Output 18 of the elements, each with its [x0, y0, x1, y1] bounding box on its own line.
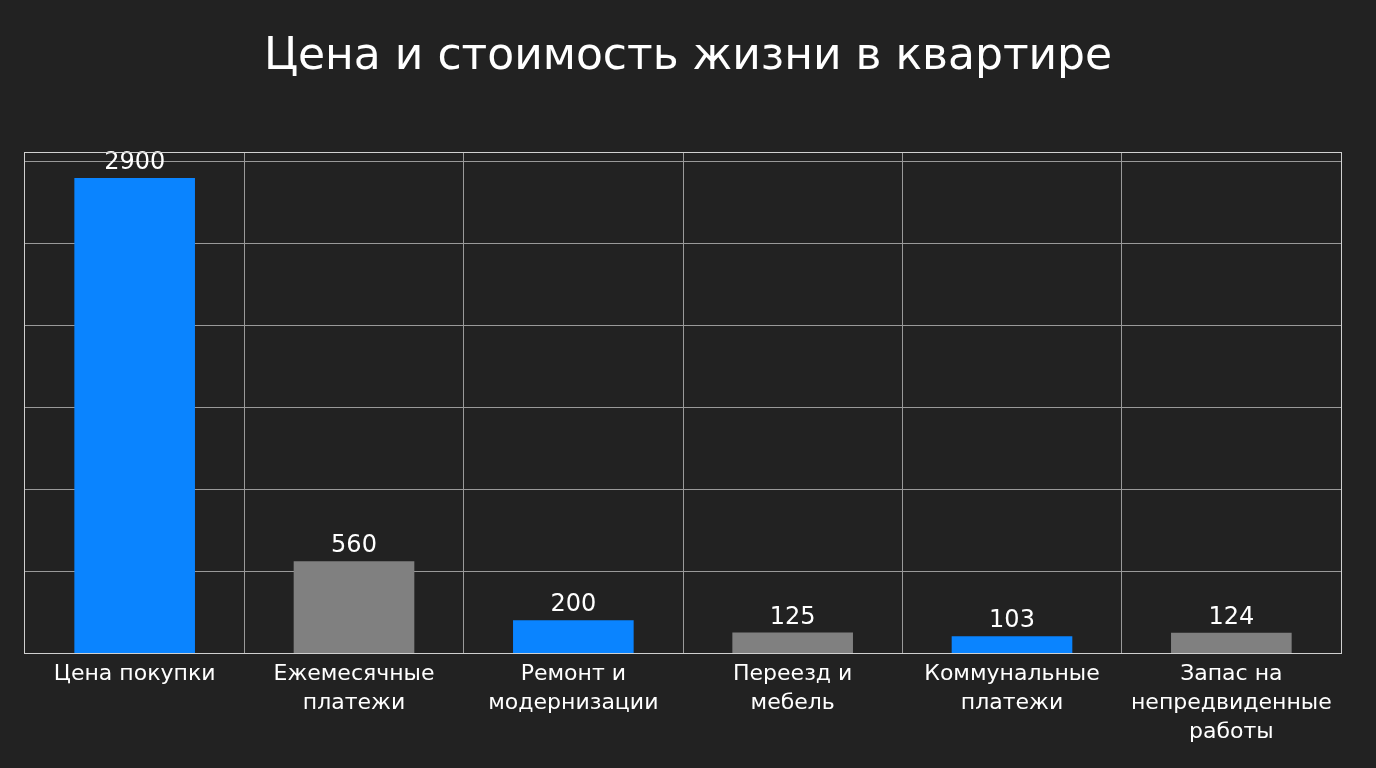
bar: [1171, 632, 1292, 653]
x-tick-label: Переезд и мебель: [733, 660, 853, 714]
x-tick-label: Ремонт и модернизации: [488, 660, 659, 714]
data-label: 200: [550, 589, 597, 618]
data-label: 124: [1208, 601, 1255, 630]
bar: [74, 178, 195, 653]
bar: [732, 632, 853, 653]
chart-title: Цена и стоимость жизни в квартире: [263, 28, 1113, 80]
x-tick-label: Коммунальные платежи: [924, 660, 1100, 714]
bar: [951, 636, 1073, 653]
data-label: 103: [989, 605, 1035, 634]
bar: [513, 620, 634, 653]
bar: [293, 561, 415, 653]
x-tick-label: Запас на непредвиденные работы: [1130, 660, 1332, 743]
data-label: 125: [769, 601, 816, 630]
x-tick-label: Цена покупки: [53, 660, 216, 686]
x-tick-label: Ежемесячные платежи: [273, 660, 435, 714]
data-label: 560: [331, 530, 377, 559]
